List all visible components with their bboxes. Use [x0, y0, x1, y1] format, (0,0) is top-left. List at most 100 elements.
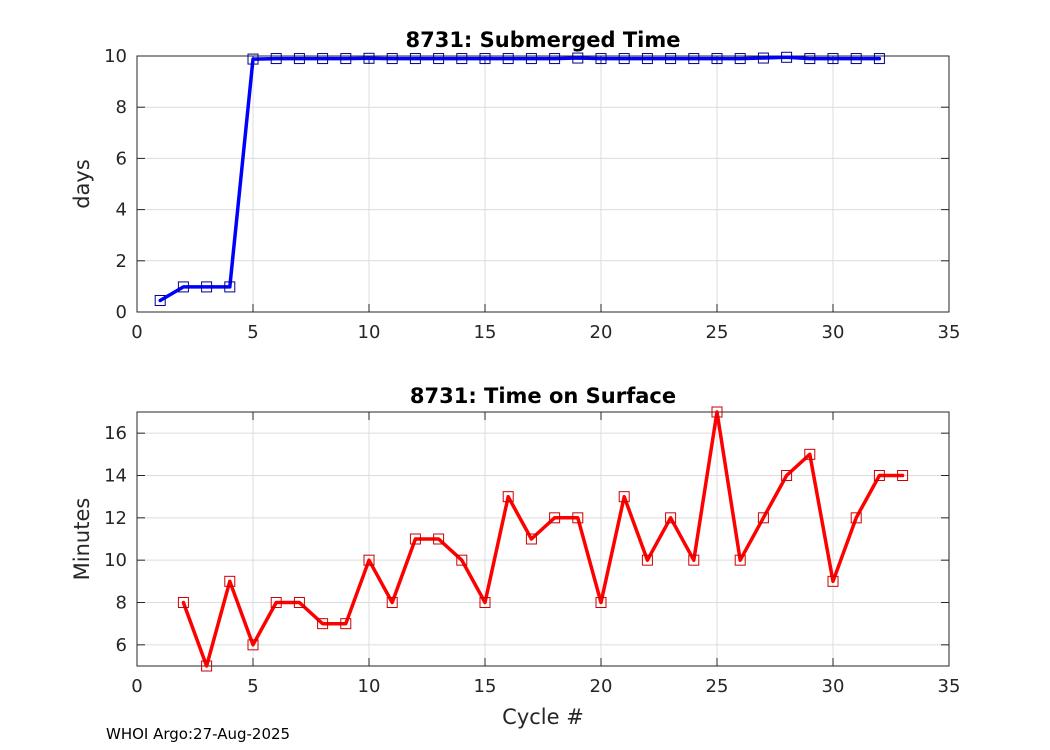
data-point-marker [224, 575, 236, 587]
data-point-marker [363, 52, 375, 64]
data-point-marker [873, 53, 885, 65]
data-point-marker [270, 597, 282, 608]
data-point-marker [247, 639, 259, 651]
data-point-marker [201, 660, 213, 672]
data-point-marker [201, 281, 213, 293]
data-point-marker [850, 512, 862, 524]
data-point-marker [456, 554, 468, 566]
submerged-time-plot: 0 5 10 15 20 25 30 35 0 2 4 6 8 10 8731: Submerged Tim… [70, 28, 960, 343]
data-point-marker [641, 554, 653, 566]
data-point-marker [711, 53, 723, 65]
data-point-marker [177, 281, 189, 293]
y-tick-label: 8 [116, 593, 127, 614]
x-tick-label: 15 [474, 322, 497, 343]
data-point-marker [409, 533, 421, 545]
footer-credit: WHOI Argo:27-Aug-2025 [106, 725, 291, 743]
axes-frame [136, 55, 950, 313]
data-point-marker [804, 448, 816, 460]
x-tick-label: 30 [822, 322, 845, 343]
data-point-marker [757, 512, 769, 524]
x-tick-label: 20 [590, 322, 613, 343]
data-point-marker [317, 618, 329, 630]
data-point-marker [734, 554, 746, 566]
x-tick-label: 0 [131, 676, 142, 697]
data-point-marker [317, 53, 329, 65]
data-point-marker [734, 53, 746, 65]
y-axis-label: Minutes [70, 498, 94, 581]
y-tick-label: 4 [116, 200, 127, 221]
data-point-marker [549, 53, 561, 65]
y-tick-label: 12 [104, 508, 127, 529]
data-point-marker [224, 281, 236, 293]
data-point-marker [688, 554, 700, 566]
x-tick-label: 20 [590, 676, 613, 697]
data-point-marker [781, 470, 793, 481]
data-point-marker [618, 53, 630, 65]
x-tick-label: 5 [247, 322, 258, 343]
data-point-marker [502, 491, 514, 503]
surface-time-plot: 0 5 10 15 20 25 30 35 6 8 10 12 14 16 8731: Time on Su… [70, 384, 960, 729]
x-tick-label: 35 [938, 322, 961, 343]
data-point-marker [293, 53, 305, 65]
data-point-marker [897, 470, 909, 481]
data-point-marker [479, 597, 491, 608]
data-point-marker [433, 533, 445, 545]
data-point-marker [641, 53, 653, 65]
series-line [181, 410, 905, 668]
data-point-marker [363, 554, 375, 566]
x-tick-label: 30 [822, 676, 845, 697]
y-tick-label: 6 [116, 148, 127, 169]
data-point-marker [757, 52, 769, 64]
x-tick-label: 15 [474, 676, 497, 697]
x-tick-label: 5 [247, 676, 258, 697]
data-point-marker [549, 512, 561, 524]
x-tick-label: 25 [706, 322, 729, 343]
data-point-marker [595, 597, 607, 608]
data-point-marker [502, 53, 514, 65]
data-point-marker [386, 53, 398, 65]
y-tick-label: 10 [104, 550, 127, 571]
data-point-marker [850, 53, 862, 65]
data-point-marker [270, 53, 282, 65]
y-tick-label: 0 [116, 302, 127, 323]
data-point-marker [665, 53, 677, 65]
y-tick-label: 14 [104, 466, 127, 487]
data-point-marker [572, 512, 584, 524]
data-point-marker [293, 597, 305, 608]
y-tick-label: 2 [116, 251, 127, 272]
y-axis-label: days [70, 159, 94, 209]
data-point-marker [525, 53, 537, 65]
data-point-marker [618, 491, 630, 503]
data-point-marker [711, 406, 723, 418]
x-tick-label: 35 [938, 676, 961, 697]
data-point-marker [386, 597, 398, 608]
x-tick-label: 25 [706, 676, 729, 697]
chart-title: 8731: Submerged Time [405, 28, 680, 52]
data-point-marker [154, 294, 166, 306]
axes-frame [136, 411, 950, 667]
data-point-marker [688, 53, 700, 65]
x-tick-label: 10 [358, 676, 381, 697]
data-point-marker [665, 512, 677, 524]
data-point-marker [873, 470, 885, 481]
data-point-marker [433, 53, 445, 65]
data-point-marker [409, 53, 421, 65]
x-tick-label: 0 [131, 322, 142, 343]
x-axis-label: Cycle # [502, 705, 584, 729]
data-point-marker [340, 53, 352, 65]
data-point-marker [479, 53, 491, 65]
chart-title: 8731: Time on Surface [410, 384, 676, 408]
data-point-marker [595, 53, 607, 65]
series-line [158, 55, 882, 303]
data-point-marker [525, 533, 537, 545]
data-point-marker [781, 51, 793, 63]
x-tick-label: 10 [358, 322, 381, 343]
data-point-marker [572, 52, 584, 64]
data-point-marker [456, 53, 468, 65]
data-point-marker [247, 53, 259, 65]
plot-background [137, 412, 949, 666]
y-tick-label: 8 [116, 97, 127, 118]
y-tick-label: 6 [116, 635, 127, 656]
y-tick-label: 10 [104, 46, 127, 67]
